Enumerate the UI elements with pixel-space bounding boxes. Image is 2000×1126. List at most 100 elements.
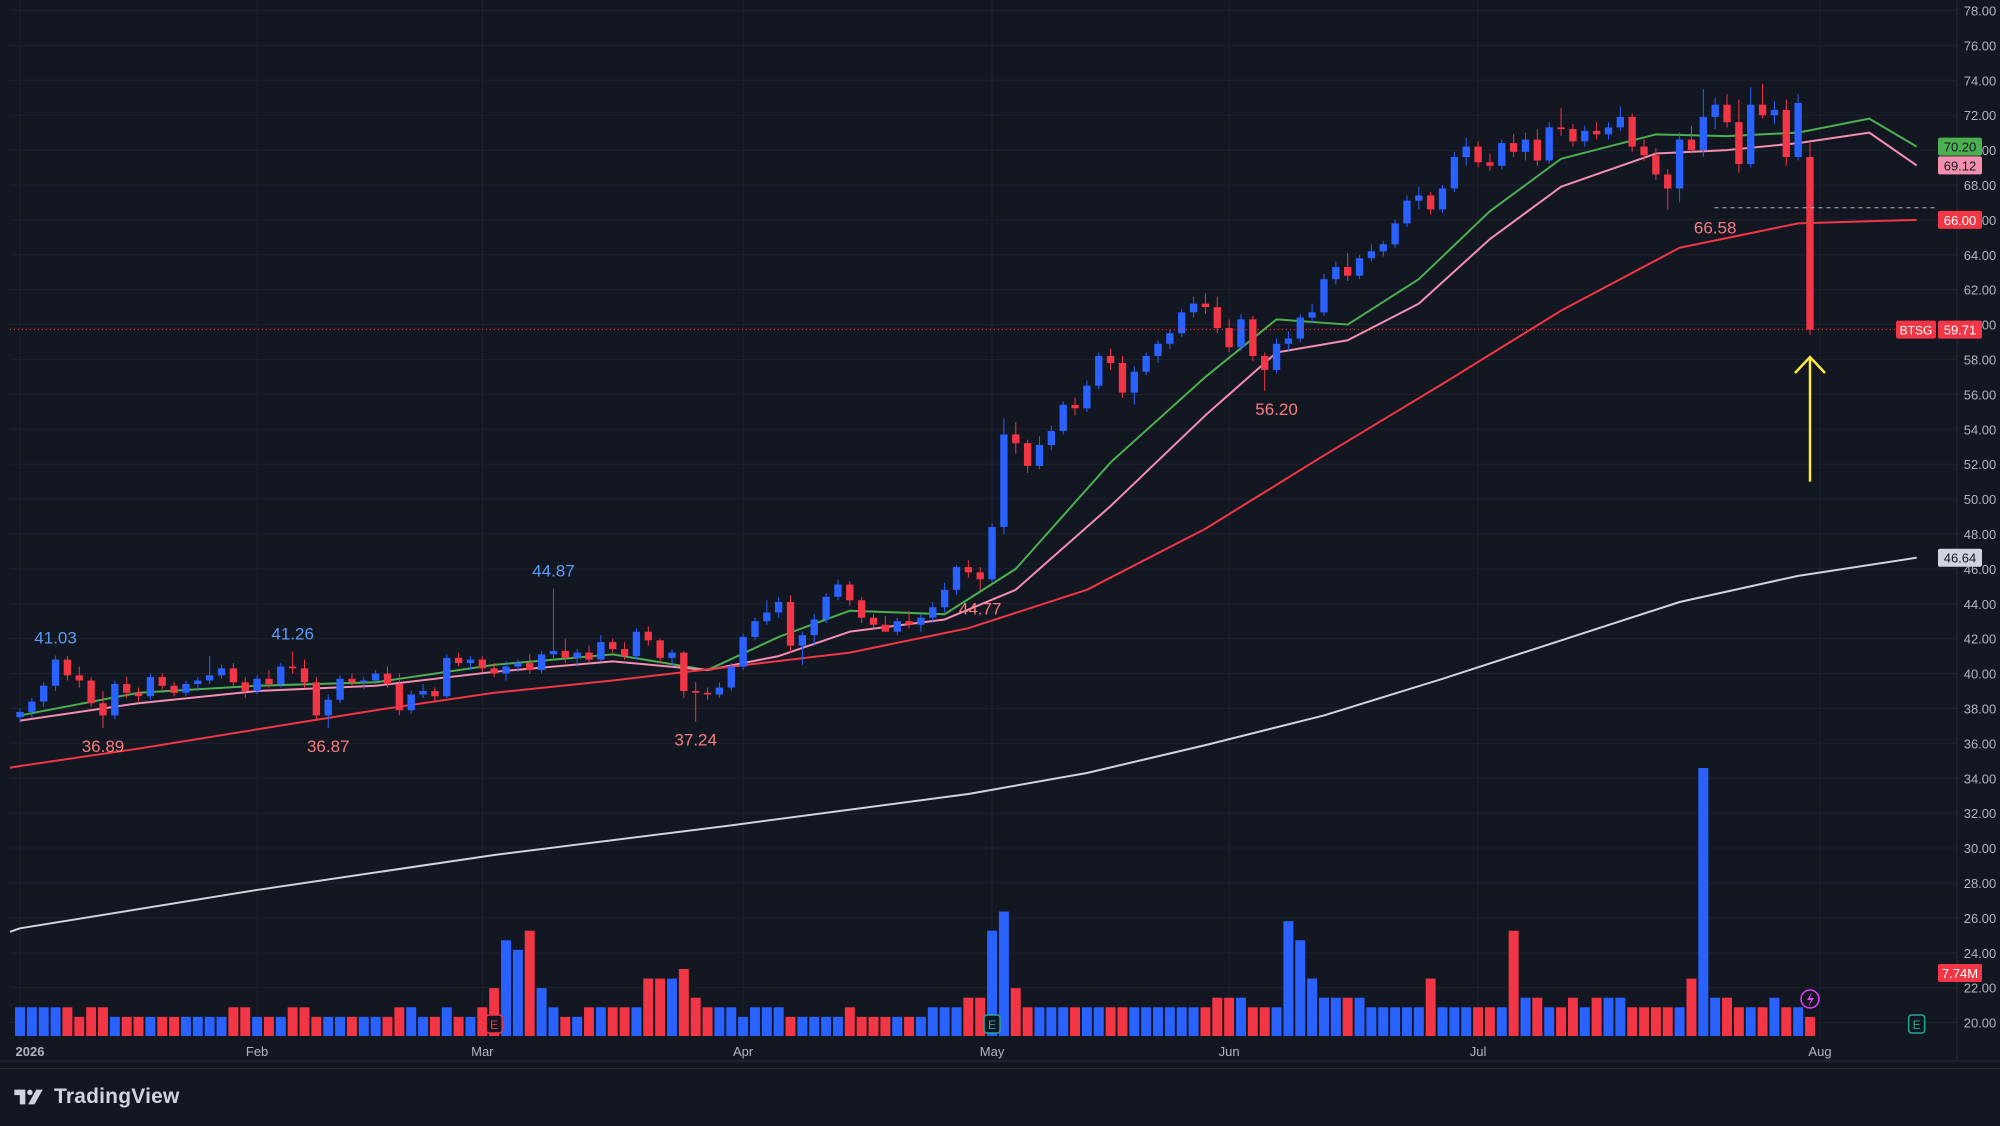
volume-label: 7.74M — [1942, 966, 1978, 981]
price-tick-label: 68.00 — [1964, 178, 1997, 193]
volume-bar — [524, 930, 535, 1036]
price-axis[interactable]: 20.00 22.00 24.00 26.00 28.00 30.00 32.00 34.00… — [1956, 0, 1997, 1060]
volume-bar — [761, 1007, 772, 1036]
volume-bar — [998, 911, 1009, 1036]
volume-bar — [797, 1016, 808, 1036]
price-annotation: 66.58 — [1694, 219, 1737, 238]
candle-body — [857, 600, 866, 618]
candle-body — [798, 635, 807, 646]
volume-bar — [1769, 997, 1780, 1036]
moving-average-line-1 — [19, 117, 1918, 717]
volume-bar — [678, 969, 689, 1036]
volume-bar — [951, 1007, 962, 1036]
volume-bar — [915, 1016, 926, 1036]
price-tick-label: 42.00 — [1964, 632, 1997, 647]
price-tick-label: 26.00 — [1964, 911, 1997, 926]
candle-body — [656, 640, 664, 658]
tradingview-logo-icon — [14, 1089, 43, 1105]
volume-bar — [133, 1016, 144, 1036]
candle-body — [1225, 328, 1233, 348]
time-tick-label: Mar — [471, 1044, 494, 1059]
volume-bar — [536, 988, 547, 1036]
lightning-icon-bolt — [1807, 992, 1814, 1007]
candle-body — [1640, 146, 1648, 156]
price-tick-label: 28.00 — [1964, 876, 1997, 891]
candle-body — [111, 684, 119, 716]
volume-bar — [192, 1016, 203, 1036]
volume-bar — [1745, 1007, 1756, 1036]
volume-bar — [1117, 1007, 1128, 1036]
candle-body — [644, 631, 652, 641]
volume-bar — [323, 1016, 334, 1036]
volume-bar — [1544, 1007, 1555, 1036]
volume-bar — [1295, 940, 1306, 1036]
candle-body — [1735, 122, 1743, 165]
volume-bar — [62, 1007, 73, 1036]
price-tick-label: 30.00 — [1964, 841, 1997, 856]
volume-bar — [1212, 997, 1223, 1036]
volume-bar — [1342, 997, 1353, 1036]
volume-bar — [821, 1016, 832, 1036]
candle-body — [1426, 195, 1435, 210]
candle-body — [620, 649, 629, 657]
candle-body — [609, 642, 617, 650]
volume-bar — [1615, 997, 1626, 1036]
volume-bar — [1247, 1007, 1258, 1036]
price-tick-label: 36.00 — [1964, 736, 1997, 751]
candle-body — [1509, 143, 1518, 152]
volume-bar — [927, 1007, 938, 1036]
price-chart[interactable]: 41.03 36.89 41.26 36.87 44.87 37.24 44.77 56.20… — [0, 0, 2000, 1068]
candle-body — [51, 659, 60, 686]
candle-body — [383, 673, 392, 685]
volume-bar — [489, 988, 500, 1036]
volume-bar — [1484, 1007, 1495, 1036]
volume-bar — [501, 940, 512, 1036]
volume-bar — [287, 1007, 298, 1036]
volume-bar — [572, 1016, 583, 1036]
candle-body — [988, 526, 996, 580]
volume-bar — [477, 1007, 488, 1036]
volume-bar — [299, 1007, 310, 1036]
earnings-marker-icon — [1907, 1014, 1926, 1034]
candle-body — [1391, 223, 1399, 245]
price-annotation: 44.87 — [532, 562, 575, 581]
earnings-marker-label: E — [1913, 1018, 1921, 1032]
volume-bar — [394, 1007, 405, 1036]
volume-bar — [560, 1016, 571, 1036]
candle-body — [466, 659, 475, 664]
grid-lines — [10, 0, 1958, 1040]
volume-bar — [1176, 1007, 1187, 1036]
candle-body — [1545, 127, 1553, 161]
candle-body — [1521, 139, 1530, 152]
volume-bar — [1081, 1007, 1092, 1036]
price-tick-label: 20.00 — [1964, 1016, 1997, 1031]
price-label: 59.71 — [1944, 323, 1977, 338]
volume-bar — [121, 1016, 132, 1036]
time-axis[interactable]: 2026 Feb Mar Apr May Jun Jul Aug — [0, 1044, 2000, 1062]
volume-bar — [465, 1016, 476, 1036]
candle-body — [893, 621, 901, 632]
candle-body — [1367, 251, 1376, 259]
candle-body — [1486, 162, 1494, 166]
candle-body — [1355, 258, 1364, 276]
volume-bar — [86, 1007, 97, 1036]
candle-body — [229, 668, 238, 683]
volume-bar — [275, 1016, 286, 1036]
candle-body — [454, 657, 463, 664]
volume-bar — [311, 1016, 322, 1036]
time-tick-label: May — [980, 1044, 1005, 1059]
candle-body — [881, 624, 890, 632]
price-tick-label: 32.00 — [1964, 806, 1997, 821]
candle-body — [40, 685, 48, 702]
tradingview-logo[interactable]: TradingView — [12, 1083, 180, 1111]
candle-body — [822, 596, 830, 620]
candle-body — [63, 659, 72, 676]
volume-bar — [702, 1007, 713, 1036]
volume-bar — [1674, 1007, 1685, 1036]
time-tick-label: Jul — [1470, 1044, 1487, 1059]
volume-bar — [98, 1007, 108, 1036]
candle-body — [810, 619, 818, 636]
candle-body — [1794, 102, 1802, 158]
volume-bar — [358, 1016, 369, 1036]
